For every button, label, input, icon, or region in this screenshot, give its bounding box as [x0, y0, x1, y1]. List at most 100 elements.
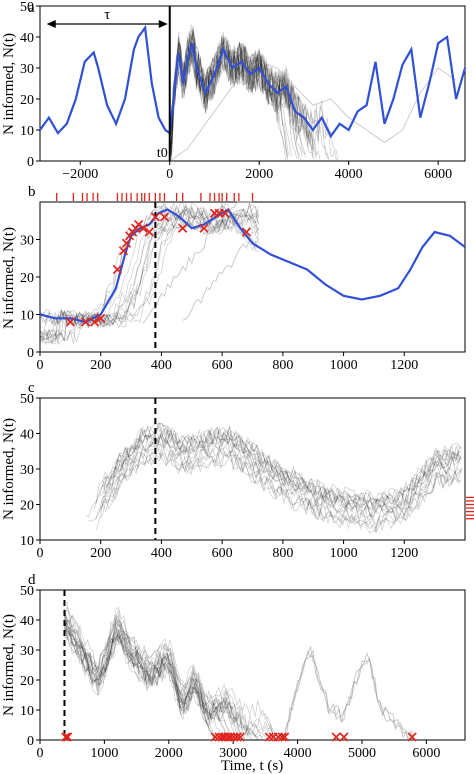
gray-trace: [169, 36, 317, 159]
marker: [138, 223, 148, 233]
panel-a: −2000 0 2000 4000 6000 0 10 20 30 40 50 a N inform…: [1, 0, 467, 182]
gray-trace: [39, 203, 259, 342]
gray-trace: [169, 41, 307, 158]
gray-trace: [64, 619, 246, 739]
marker: [121, 238, 132, 248]
panel-b-xtick-label: 400: [151, 358, 172, 373]
panel-d-xtick-label: 5000: [348, 746, 376, 761]
light-trace: [284, 649, 414, 739]
panel-a-xtick-label: 2000: [245, 167, 273, 182]
gray-trace: [64, 608, 235, 734]
panel-d-xtick-label: 1000: [90, 746, 118, 761]
gray-trace: [93, 427, 462, 515]
panel-d-xtick-label: 4000: [284, 746, 312, 761]
panel-b-traces: [39, 201, 466, 352]
gray-trace: [95, 423, 461, 507]
gray-trace: [64, 610, 246, 740]
light-trace: [284, 646, 414, 741]
panel-c-ylabel: N informed, N(t): [1, 418, 17, 520]
gray-trace: [64, 619, 228, 735]
panel-d-xtick-label: 0: [37, 746, 44, 761]
marker: [277, 732, 287, 742]
panel-d-ytick-label: 10: [20, 704, 34, 719]
panel-d-ticks: 0 1000 2000 3000 4000 5000 6000 0 10 20 30 40 50: [20, 584, 440, 761]
panel-c-rug: [466, 496, 474, 520]
panel-d-xtick-label: 3000: [219, 746, 247, 761]
marker: [63, 732, 73, 742]
gray-trace: [64, 626, 284, 741]
marker: [144, 227, 154, 237]
gray-trace: [169, 24, 299, 159]
gray-trace: [39, 206, 259, 345]
panel-b-ylabel: N informed, N(t): [1, 227, 17, 329]
marker: [61, 732, 71, 742]
gray-trace: [169, 38, 314, 159]
gray-trace: [88, 440, 463, 525]
panel-b-xtick-label: 600: [212, 358, 233, 373]
gray-trace: [39, 208, 259, 344]
panel-c-xtick-label: 400: [151, 546, 172, 561]
gray-trace: [169, 28, 289, 159]
panel-d-ylabel: N informed, N(t): [1, 614, 17, 716]
marker: [80, 317, 91, 327]
marker: [210, 732, 220, 742]
panel-c-xtick-label: 200: [90, 546, 111, 561]
panel-d-xtick-label: 6000: [412, 746, 440, 761]
panel-a-ytick-label: 20: [20, 93, 34, 108]
panel-d-frame: [39, 589, 466, 741]
panel-a-annotations: τ t0: [46, 6, 171, 161]
panel-c-ytick-label: 20: [20, 499, 34, 514]
gray-trace: [100, 438, 460, 518]
marker: [65, 317, 75, 327]
panel-c-xtick-label: 0: [37, 546, 44, 561]
panel-d-traces: [63, 590, 414, 742]
gray-trace: [39, 204, 259, 342]
panel-a-xtick-label: 6000: [424, 167, 452, 182]
blue-trace: [39, 24, 467, 139]
gray-trace: [39, 202, 259, 326]
panel-a-ytick-label: 40: [20, 31, 34, 46]
panel-b-xtick-label: 200: [90, 358, 111, 373]
panel-c-xtick-label: 1200: [390, 546, 418, 561]
gray-trace: [39, 206, 259, 344]
panel-a-ticks: −2000 0 2000 4000 6000 0 10 20 30 40 50: [20, 0, 452, 182]
gray-trace: [169, 34, 321, 160]
gray-trace: [64, 601, 215, 740]
marker: [96, 313, 106, 323]
panel-c-xtick-label: 800: [272, 546, 293, 561]
panel-d-ytick-label: 20: [20, 674, 34, 689]
gray-trace: [64, 631, 261, 741]
marker: [407, 732, 417, 742]
marker: [178, 223, 188, 233]
gray-trace: [96, 449, 461, 531]
gray-trace: [39, 204, 259, 329]
gray-trace: [39, 203, 259, 340]
marker: [264, 732, 274, 742]
panel-c-letter: c: [28, 380, 35, 396]
panel-b-xtick-label: 1200: [390, 358, 418, 373]
gray-trace: [64, 619, 243, 740]
t0-label: t0: [157, 146, 168, 161]
gray-trace: [99, 446, 462, 534]
gray-trace: [64, 608, 215, 735]
panel-b-ytick-label: 0: [27, 346, 34, 361]
panel-c-traces: [85, 398, 463, 540]
gray-trace: [169, 28, 289, 158]
gray-trace: [64, 622, 253, 740]
panel-b-ytick-label: 30: [20, 234, 34, 249]
gray-trace: [106, 433, 462, 518]
gray-trace: [39, 201, 259, 329]
panel-d: 0 1000 2000 3000 4000 5000 6000 0 10 20 30 40 50 d N…: [1, 572, 466, 774]
marker: [339, 732, 349, 742]
panel-d-ytick-label: 40: [20, 614, 34, 629]
panel-a-xtick-label: −2000: [62, 167, 98, 182]
gray-trace: [169, 34, 289, 160]
gray-trace: [95, 446, 461, 533]
gray-trace: [169, 34, 290, 157]
gray-trace: [101, 424, 461, 511]
panel-b-ytick-label: 20: [20, 271, 34, 286]
gray-trace: [64, 614, 259, 740]
gray-trace: [102, 433, 462, 514]
gray-trace: [64, 624, 233, 740]
